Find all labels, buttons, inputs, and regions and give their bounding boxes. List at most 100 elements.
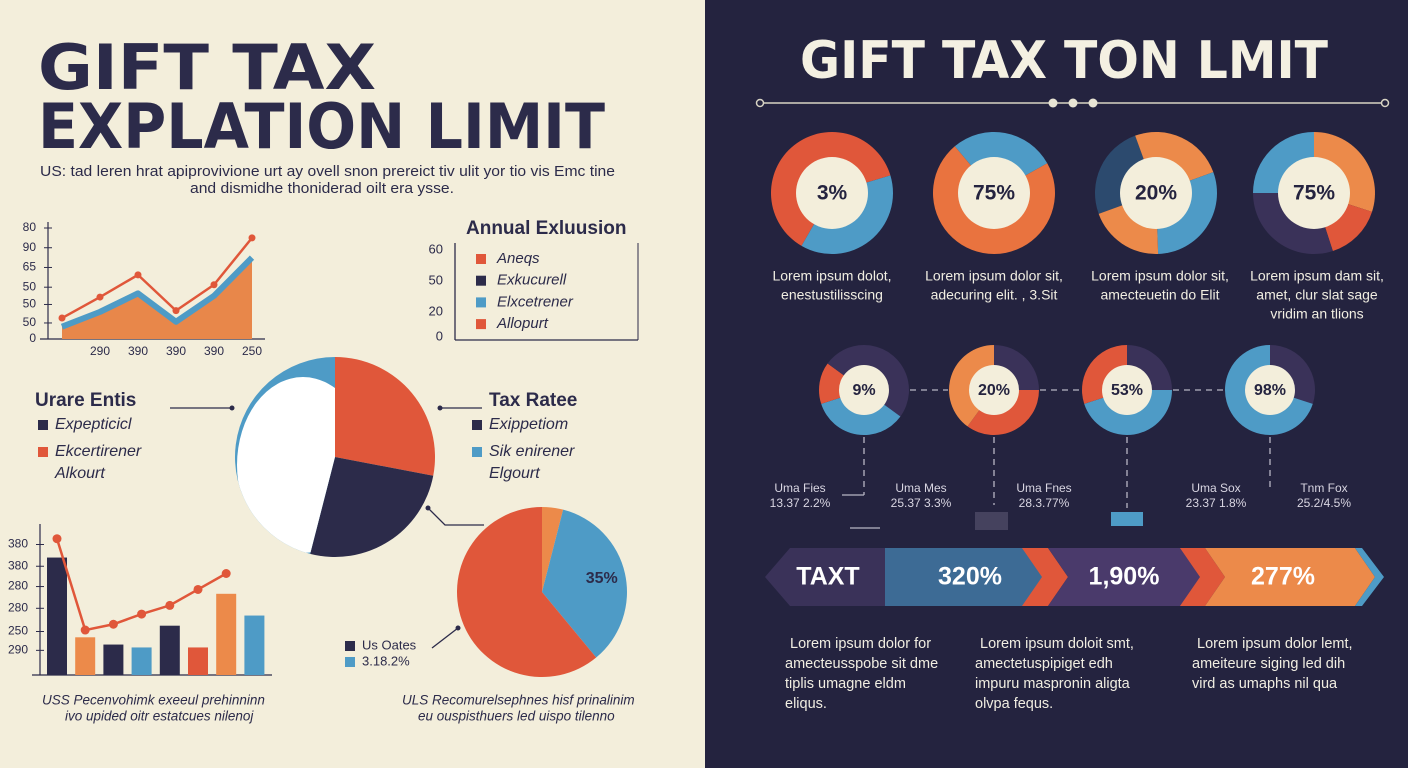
box-axis-label: 50 xyxy=(429,272,443,287)
line-point xyxy=(58,314,66,322)
rule-end xyxy=(755,98,765,108)
caption: Lorem ipsum dolot, xyxy=(772,268,891,284)
y-tick-label: 380 xyxy=(8,537,28,551)
caption: USS Pecenvohimk exeeul prehinninn xyxy=(42,693,265,708)
banner-segment xyxy=(765,548,885,606)
legend-swatch xyxy=(38,420,48,430)
body-text: vird as umaphs nil qua xyxy=(1192,676,1338,692)
stat-label: Uma Fnes xyxy=(1016,481,1071,495)
donut-label: 98% xyxy=(1254,382,1286,399)
line-point xyxy=(96,293,104,301)
box-axis-label: 0 xyxy=(436,328,443,343)
caption: adecuring elit. , 3.Sit xyxy=(931,287,1058,303)
donut-label: 75% xyxy=(973,182,1015,205)
banner-segment xyxy=(1205,548,1375,606)
x-tick-label: 390 xyxy=(128,344,148,358)
slice xyxy=(335,357,435,476)
slice xyxy=(542,507,564,592)
pie-hole xyxy=(237,377,335,553)
banner-chevron xyxy=(1022,548,1068,606)
caption: amecteuetin do Elit xyxy=(1100,287,1219,303)
line-point xyxy=(248,234,256,242)
deco-block xyxy=(975,512,1008,530)
stat-label: 23.37 1.8% xyxy=(1186,496,1247,510)
x-tick-label: 390 xyxy=(166,344,186,358)
stat-label: 25.37 3.3% xyxy=(891,496,952,510)
body-text: olvpa fequs. xyxy=(975,696,1053,712)
y-tick-label: 380 xyxy=(8,558,28,572)
body-text: amecteusspobe sit dme xyxy=(785,656,938,672)
bar xyxy=(103,644,124,675)
donut-label: 9% xyxy=(852,382,875,399)
donut-center xyxy=(1120,157,1192,229)
bar xyxy=(75,637,96,675)
caption: amet, clur slat sage xyxy=(1256,287,1378,303)
body-text: impuru maspronin aligta xyxy=(975,676,1131,692)
donut-label: 20% xyxy=(1135,182,1177,205)
slice xyxy=(542,509,627,658)
legend-label: Ekcertirener xyxy=(55,443,142,460)
x-tick-label: 390 xyxy=(204,344,224,358)
bar xyxy=(188,647,208,675)
box-axis-label: 20 xyxy=(429,303,443,318)
caption: Lorem ipsum dolor sit, xyxy=(925,268,1063,284)
y-tick-label: 280 xyxy=(8,600,28,614)
title: EXPLATION LIMIT xyxy=(38,90,605,163)
line-point xyxy=(221,569,231,578)
title: GIFT TAX xyxy=(38,31,376,104)
caption: Lorem ipsum dam sit, xyxy=(1250,268,1384,284)
body-text: ameiteure siging led dih xyxy=(1192,656,1345,672)
x-tick-label: 290 xyxy=(90,344,110,358)
subtitle: and dismidhe thoniderad oilt era ysse. xyxy=(190,180,454,197)
donut-label: 53% xyxy=(1111,382,1143,399)
y-tick-label: 290 xyxy=(8,643,28,657)
y-tick-label: 90 xyxy=(23,240,37,254)
bar xyxy=(131,647,152,675)
stat-label: 13.37 2.2% xyxy=(770,496,831,510)
x-tick-label: 250 xyxy=(242,344,262,358)
donut-label: 75% xyxy=(1293,182,1335,205)
bar xyxy=(216,593,237,675)
box-axis-label: 60 xyxy=(429,241,443,256)
legend-label: Us Oates xyxy=(362,637,417,652)
donut-center xyxy=(958,157,1030,229)
donut-center xyxy=(839,365,889,415)
line-point xyxy=(52,534,62,544)
rule-end xyxy=(1380,98,1390,108)
banner-chevron xyxy=(1180,548,1225,606)
banner-text: 1,90% xyxy=(1089,563,1160,591)
legend-swatch xyxy=(476,275,486,286)
stat-label: Uma Fies xyxy=(774,481,825,495)
stat-label: Uma Sox xyxy=(1191,481,1240,495)
bar xyxy=(47,557,67,675)
legend-label: Exkucurell xyxy=(497,272,567,289)
line-point xyxy=(210,281,218,289)
connector-dot xyxy=(425,505,431,511)
slice xyxy=(457,507,597,677)
legend-swatch xyxy=(476,254,486,264)
caption: ivo upided oitr estatcues nilenoj xyxy=(65,709,254,724)
slice xyxy=(310,457,434,558)
title: GIFT TAX TON LMIT xyxy=(800,31,1328,91)
legend-label: Sik enirener xyxy=(489,443,575,460)
caption: vridim an tlions xyxy=(1270,306,1363,322)
y-tick-label: 80 xyxy=(23,220,37,234)
dashed-connectors xyxy=(863,389,1271,508)
legend-title: Tax Ratee xyxy=(489,390,577,411)
legend-swatch xyxy=(345,641,355,651)
connector xyxy=(427,507,484,526)
legend-swatch xyxy=(476,319,486,330)
caption: Lorem ipsum dolor sit, xyxy=(1091,268,1229,284)
legend-swatch xyxy=(472,420,482,430)
rule-dot xyxy=(1048,98,1058,108)
legend-label: Aneqs xyxy=(496,250,540,267)
stat-label: Tnm Fox xyxy=(1300,481,1347,495)
donut-center xyxy=(1278,157,1350,229)
legend-label: Allopurt xyxy=(496,315,549,332)
donut-center xyxy=(1102,365,1152,415)
banner-segment xyxy=(1048,548,1205,606)
body-text: amectetuspipiget edh xyxy=(975,656,1113,672)
y-tick-label: 50 xyxy=(23,315,37,329)
body-text: Lorem ipsum dolor lemt, xyxy=(1197,636,1353,652)
stat-label: 25.2/4.5% xyxy=(1297,496,1351,510)
